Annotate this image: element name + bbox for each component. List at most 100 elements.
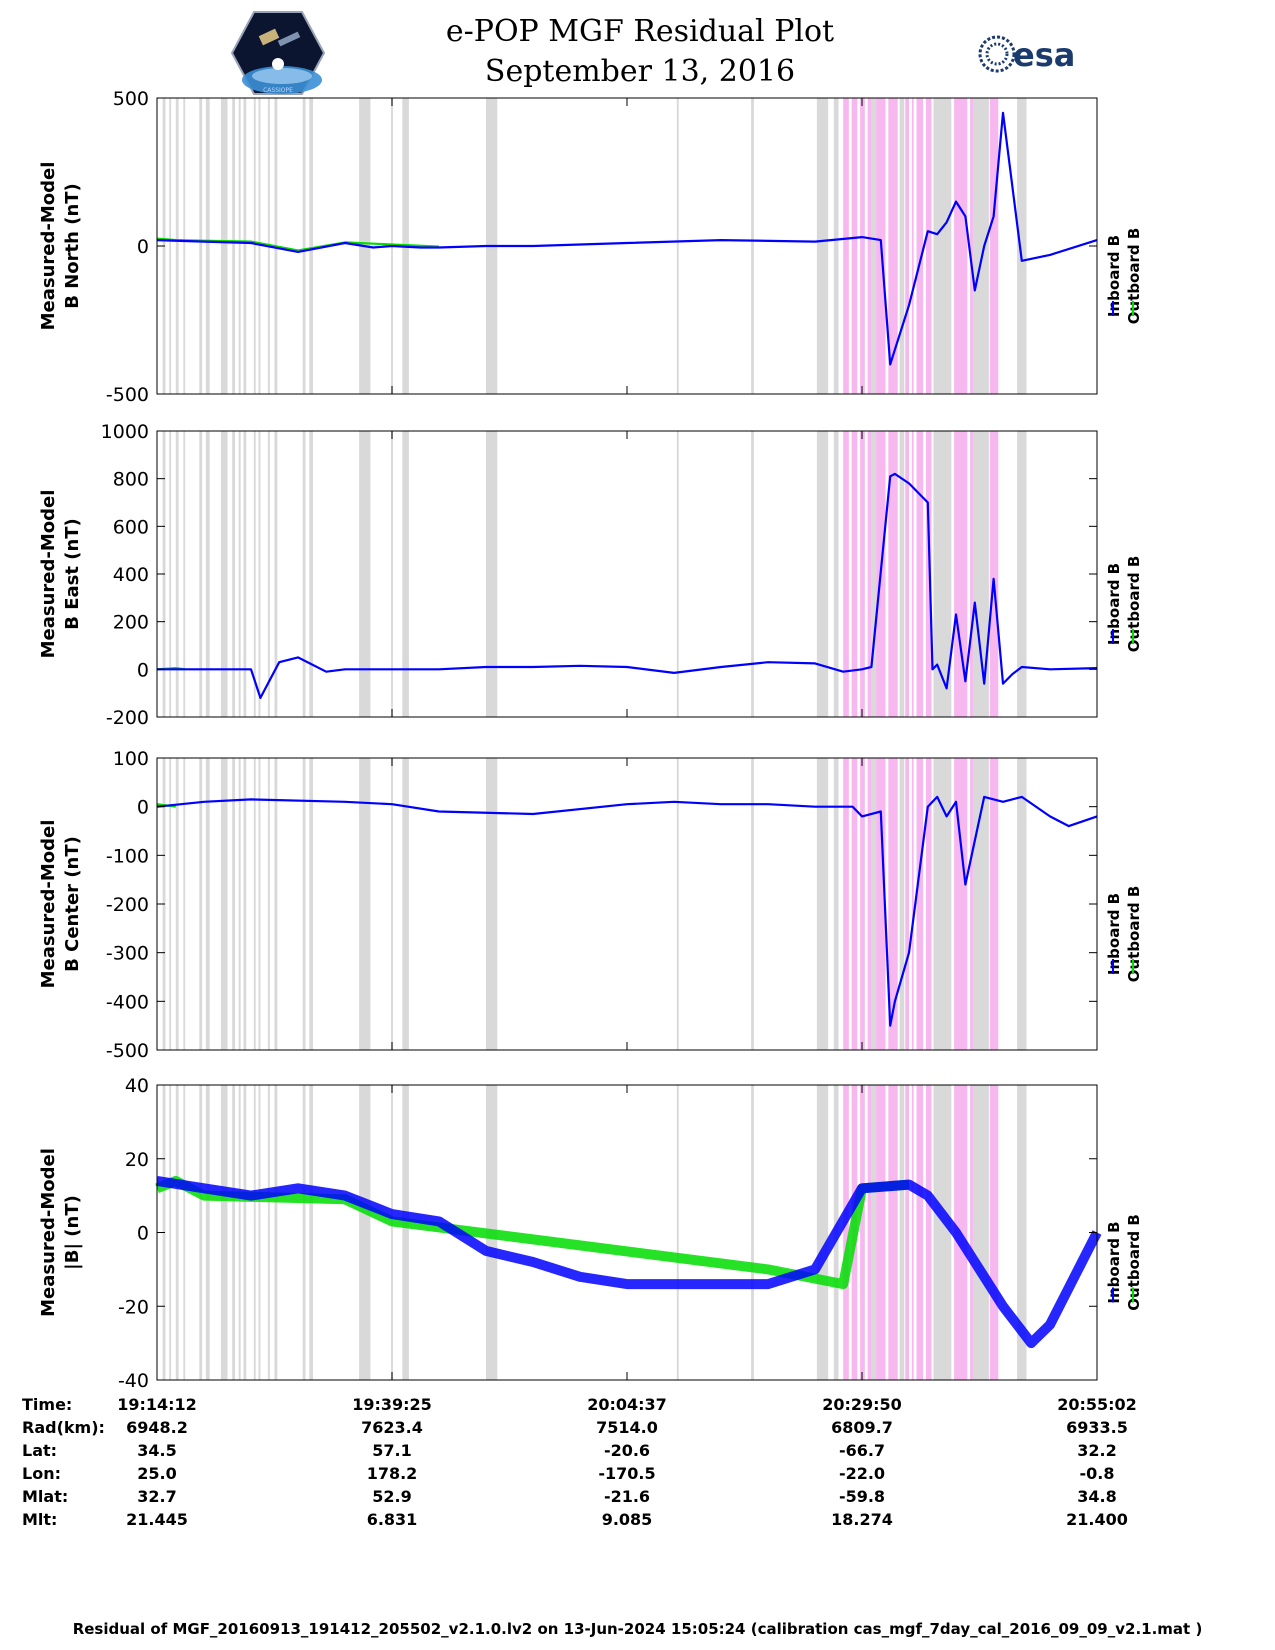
- pink-band: [970, 431, 973, 717]
- gray-band: [253, 431, 256, 717]
- legend-entry-inboard: Inboard B: [1105, 563, 1123, 645]
- pink-band: [860, 758, 865, 1050]
- gray-band: [238, 431, 241, 717]
- pink-band: [876, 1085, 886, 1380]
- gray-band: [232, 98, 236, 394]
- gray-band: [816, 1085, 829, 1380]
- table-cell: 19:39:25: [352, 1395, 432, 1414]
- legend-entry-inboard: Inboard B: [1105, 235, 1123, 317]
- gray-band: [238, 758, 241, 1050]
- table-cell: 19:14:12: [117, 1395, 197, 1414]
- pink-band: [876, 758, 886, 1050]
- gray-band: [205, 758, 210, 1050]
- pink-band: [905, 1085, 909, 1380]
- gray-band: [359, 758, 371, 1050]
- table-cell: 32.7: [137, 1487, 176, 1506]
- gray-band: [205, 1085, 210, 1380]
- gray-band: [676, 758, 679, 1050]
- table-cell: -0.8: [1080, 1464, 1115, 1483]
- pink-band: [954, 758, 968, 1050]
- y-axis-label: Measured-Model B East (nT): [38, 490, 83, 659]
- gray-band: [933, 431, 952, 717]
- legend-text: Inboard B Outboard B: [1105, 556, 1143, 653]
- table-cell: 7514.0: [596, 1418, 658, 1437]
- gray-band: [302, 98, 306, 394]
- gray-band: [751, 98, 754, 394]
- gray-band: [1017, 431, 1027, 717]
- gray-band: [871, 98, 877, 394]
- gray-band: [169, 1085, 172, 1380]
- y-axis-label-line: |B| (nT): [62, 1195, 83, 1270]
- gray-band: [302, 758, 306, 1050]
- pink-band: [911, 1085, 914, 1380]
- pink-band: [905, 431, 909, 717]
- y-tick-label: 600: [113, 516, 149, 538]
- gray-band: [274, 758, 278, 1050]
- gray-band: [183, 98, 186, 394]
- pink-band: [867, 1085, 872, 1380]
- pink-band: [989, 98, 999, 394]
- pink-band: [925, 758, 932, 1050]
- gray-band: [302, 1085, 306, 1380]
- gray-band: [899, 98, 905, 394]
- gray-band: [751, 758, 754, 1050]
- table-row-label: Lat:: [22, 1441, 57, 1460]
- pink-band: [888, 98, 898, 394]
- gray-band: [267, 431, 270, 717]
- y-tick-label: 800: [113, 469, 149, 491]
- gray-band: [253, 98, 256, 394]
- pink-band: [851, 431, 858, 717]
- table-cell: 21.445: [126, 1510, 188, 1529]
- gray-band: [183, 1085, 186, 1380]
- y-axis-label-line: Measured-Model: [38, 490, 59, 659]
- gray-band: [933, 1085, 952, 1380]
- gray-band: [486, 758, 498, 1050]
- table-cell: 6948.2: [126, 1418, 188, 1437]
- cassiope-logo-text: CASSIOPE: [263, 87, 293, 94]
- table-cell: 9.085: [602, 1510, 653, 1529]
- series-line-inboard: [156, 795, 1098, 1027]
- pink-band: [867, 431, 872, 717]
- gray-band: [258, 758, 261, 1050]
- table-cell: 25.0: [137, 1464, 176, 1483]
- panel-1: -500 0 500 Measured-Model B North (nT) Inboar…: [38, 88, 1143, 406]
- gray-band: [175, 1085, 179, 1380]
- gray-band: [183, 431, 186, 717]
- table-cell: -20.6: [604, 1441, 650, 1460]
- gray-band: [1017, 98, 1027, 394]
- pink-band: [954, 98, 968, 394]
- gray-band: [751, 1085, 754, 1380]
- legend-entry-outboard: Outboard B: [1125, 556, 1143, 653]
- legend-entry-inboard: Inboard B: [1105, 1221, 1123, 1303]
- pink-band: [925, 98, 932, 394]
- gray-band: [243, 758, 247, 1050]
- y-tick-label: 100: [113, 748, 149, 770]
- gray-band: [253, 1085, 256, 1380]
- gray-band: [402, 758, 409, 1050]
- gray-band: [816, 98, 829, 394]
- gray-band: [243, 1085, 247, 1380]
- table-row-label: Lon:: [22, 1464, 61, 1483]
- table-cell: 6.831: [367, 1510, 418, 1529]
- table-cell: 7623.4: [361, 1418, 423, 1437]
- gray-band: [359, 431, 371, 717]
- gray-band: [302, 431, 306, 717]
- table-row-label: Mlt:: [22, 1510, 57, 1529]
- y-tick-label: -200: [106, 707, 149, 729]
- gray-band: [274, 1085, 278, 1380]
- table-cell: 20:55:02: [1057, 1395, 1137, 1414]
- table-cell: 20:29:50: [822, 1395, 902, 1414]
- y-axis-label-line: Measured-Model: [38, 1148, 59, 1317]
- gray-band: [267, 758, 270, 1050]
- gray-band: [205, 98, 210, 394]
- gray-band: [359, 1085, 371, 1380]
- gray-band: [169, 98, 172, 394]
- pink-band: [989, 758, 999, 1050]
- y-tick-label: 400: [113, 564, 149, 586]
- esa-logo: esa: [978, 35, 1075, 74]
- pink-band: [843, 431, 849, 717]
- gray-band: [871, 431, 877, 717]
- y-tick-label: -200: [106, 894, 149, 916]
- y-axis-label-line: B Center (nT): [62, 836, 83, 972]
- y-axis-label-line: Measured-Model: [38, 162, 59, 331]
